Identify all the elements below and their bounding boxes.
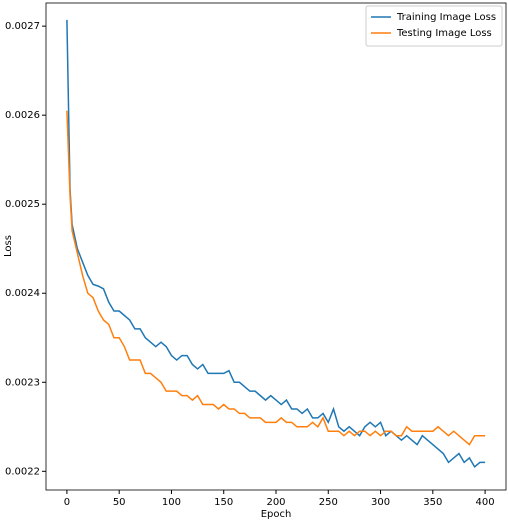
y-tick-label: 0.0023 xyxy=(5,377,40,388)
line-series xyxy=(66,19,486,469)
x-tick-label: 400 xyxy=(476,497,495,508)
y-tick-label: 0.0024 xyxy=(5,288,40,299)
x-tick-label: 200 xyxy=(266,497,285,508)
x-tick-label: 50 xyxy=(113,497,126,508)
x-axis-label: Epoch xyxy=(261,509,292,520)
y-tick-label: 0.0025 xyxy=(5,199,40,210)
x-tick-label: 100 xyxy=(162,497,181,508)
legend-label: Testing Image Loss xyxy=(396,28,492,39)
y-tick-label: 0.0022 xyxy=(5,466,40,477)
y-tick-label: 0.0027 xyxy=(5,21,40,32)
plot-frame xyxy=(45,2,507,491)
x-tick-label: 300 xyxy=(371,497,390,508)
line-series xyxy=(66,110,486,446)
y-axis-label: Loss xyxy=(3,235,14,257)
x-tick-label: 150 xyxy=(214,497,233,508)
x-tick-label: 350 xyxy=(423,497,442,508)
y-tick-label: 0.0026 xyxy=(5,110,40,121)
legend-label: Training Image Loss xyxy=(396,12,496,23)
x-tick-label: 250 xyxy=(319,497,338,508)
legend-box xyxy=(365,5,503,47)
x-tick-label: 0 xyxy=(64,497,70,508)
